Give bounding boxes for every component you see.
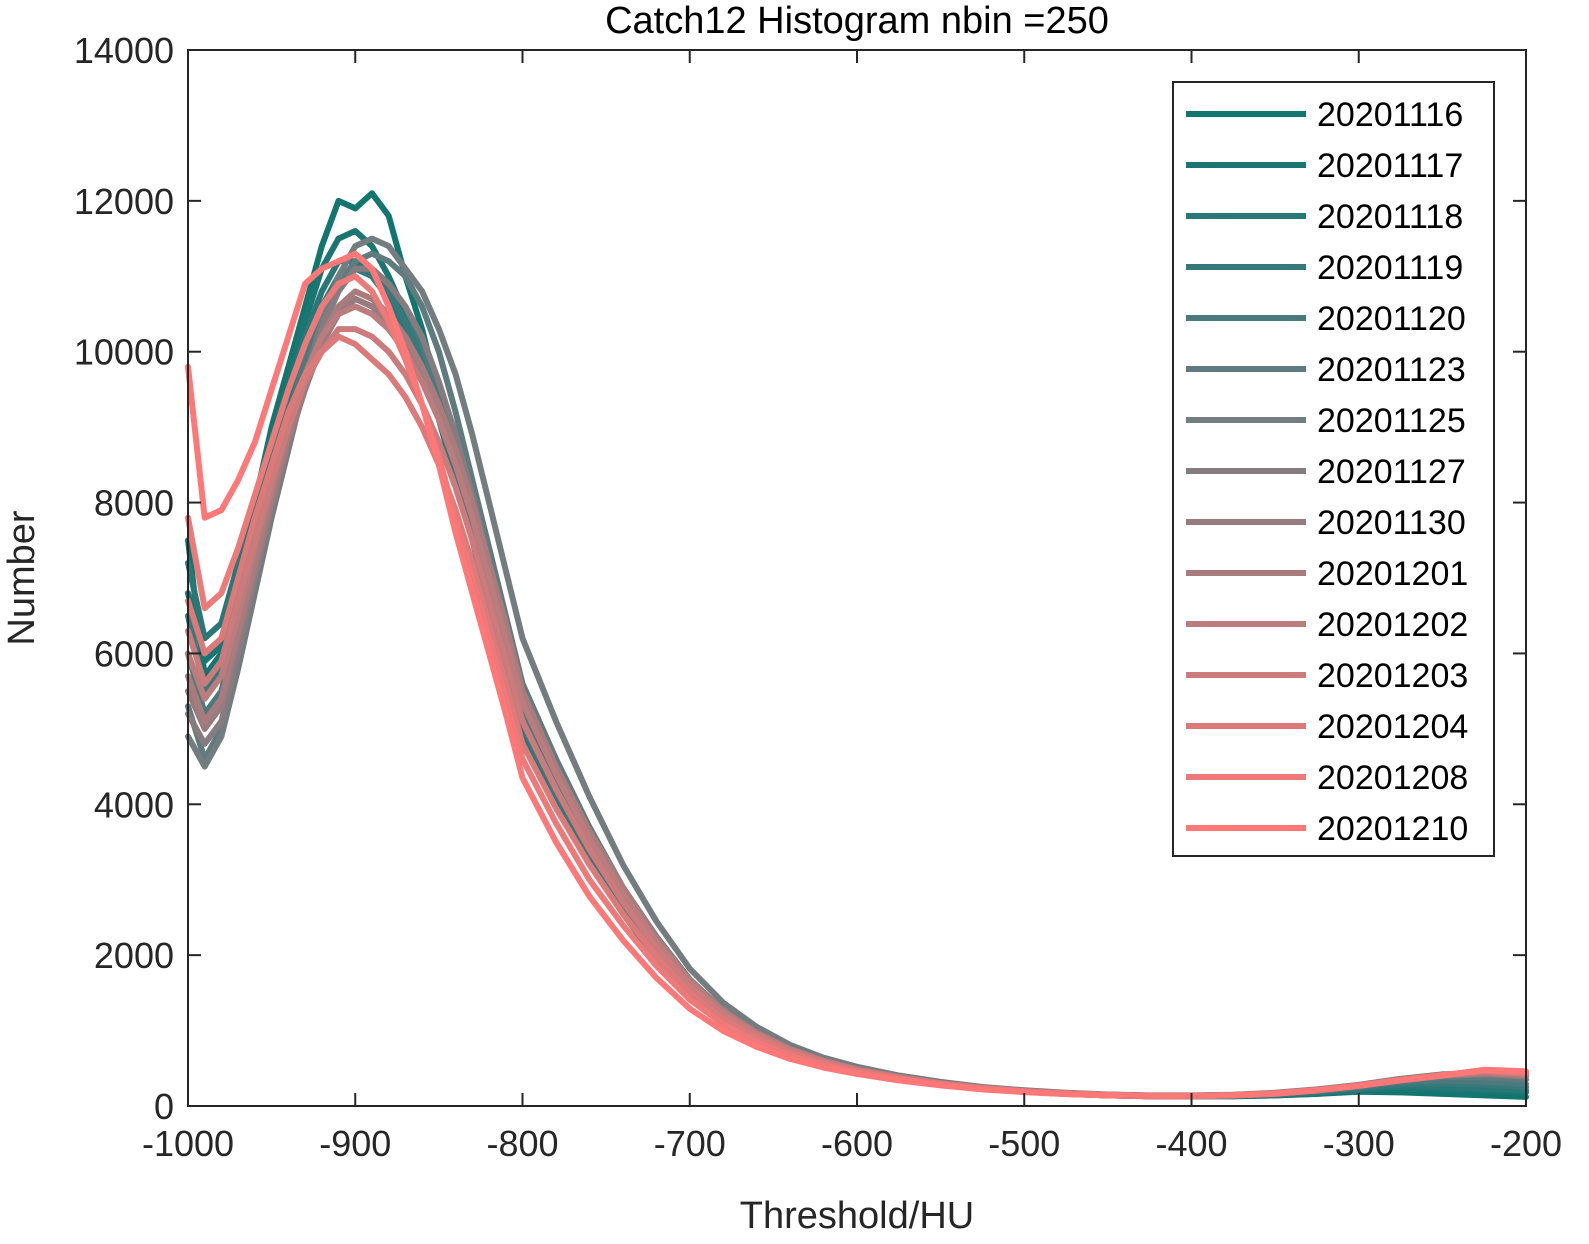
x-tick-label: -300 xyxy=(1323,1123,1395,1164)
y-tick-label: 14000 xyxy=(74,30,174,71)
series-lines xyxy=(185,190,1529,1100)
x-tick-label: -700 xyxy=(654,1123,726,1164)
legend-label-20201125: 20201125 xyxy=(1317,402,1466,440)
y-tick-label: 8000 xyxy=(94,483,174,524)
legend-label-20201130: 20201130 xyxy=(1317,504,1466,542)
legend-label-20201116: 20201116 xyxy=(1317,96,1463,134)
y-tick-label: 12000 xyxy=(74,181,174,222)
legend-label-20201208: 20201208 xyxy=(1317,759,1468,797)
legend-label-20201117: 20201117 xyxy=(1317,147,1463,185)
legend-label-20201210: 20201210 xyxy=(1317,810,1468,848)
y-axis-label: Number xyxy=(1,510,43,645)
series-line-20201210 xyxy=(185,250,1529,1100)
legend-label-20201201: 20201201 xyxy=(1317,555,1468,593)
y-tick-label: 0 xyxy=(154,1086,174,1127)
chart-title: Catch12 Histogram nbin =250 xyxy=(605,0,1109,42)
y-tick-label: 2000 xyxy=(94,935,174,976)
y-tick-label: 6000 xyxy=(94,633,174,674)
legend-label-20201127: 20201127 xyxy=(1317,453,1466,491)
legend-label-20201123: 20201123 xyxy=(1317,351,1466,389)
legend-label-20201119: 20201119 xyxy=(1317,249,1463,287)
x-tick-label: -200 xyxy=(1490,1123,1562,1164)
x-tick-label: -600 xyxy=(821,1123,893,1164)
legend-label-20201202: 20201202 xyxy=(1317,606,1468,644)
x-tick-label: -900 xyxy=(319,1123,391,1164)
x-axis-label: Threshold/HU xyxy=(740,1195,974,1237)
y-tick-label: 4000 xyxy=(94,784,174,825)
x-tick-label: -500 xyxy=(988,1123,1060,1164)
y-tick-label: 10000 xyxy=(74,332,174,373)
legend: 20201116 20201117 20201118 20201119 20201120… xyxy=(1172,81,1495,857)
legend-label-20201204: 20201204 xyxy=(1317,708,1468,746)
x-tick-label: -800 xyxy=(486,1123,558,1164)
x-tick-label: -1000 xyxy=(142,1123,234,1164)
x-tick-label: -400 xyxy=(1155,1123,1227,1164)
legend-label-20201120: 20201120 xyxy=(1317,300,1466,338)
legend-label-20201118: 20201118 xyxy=(1317,198,1463,236)
axis-ticks: -1000 -900 -800 -700 -600 -500 -400 -300 -200 0 20… xyxy=(74,30,1562,1164)
legend-label-20201203: 20201203 xyxy=(1317,657,1468,695)
